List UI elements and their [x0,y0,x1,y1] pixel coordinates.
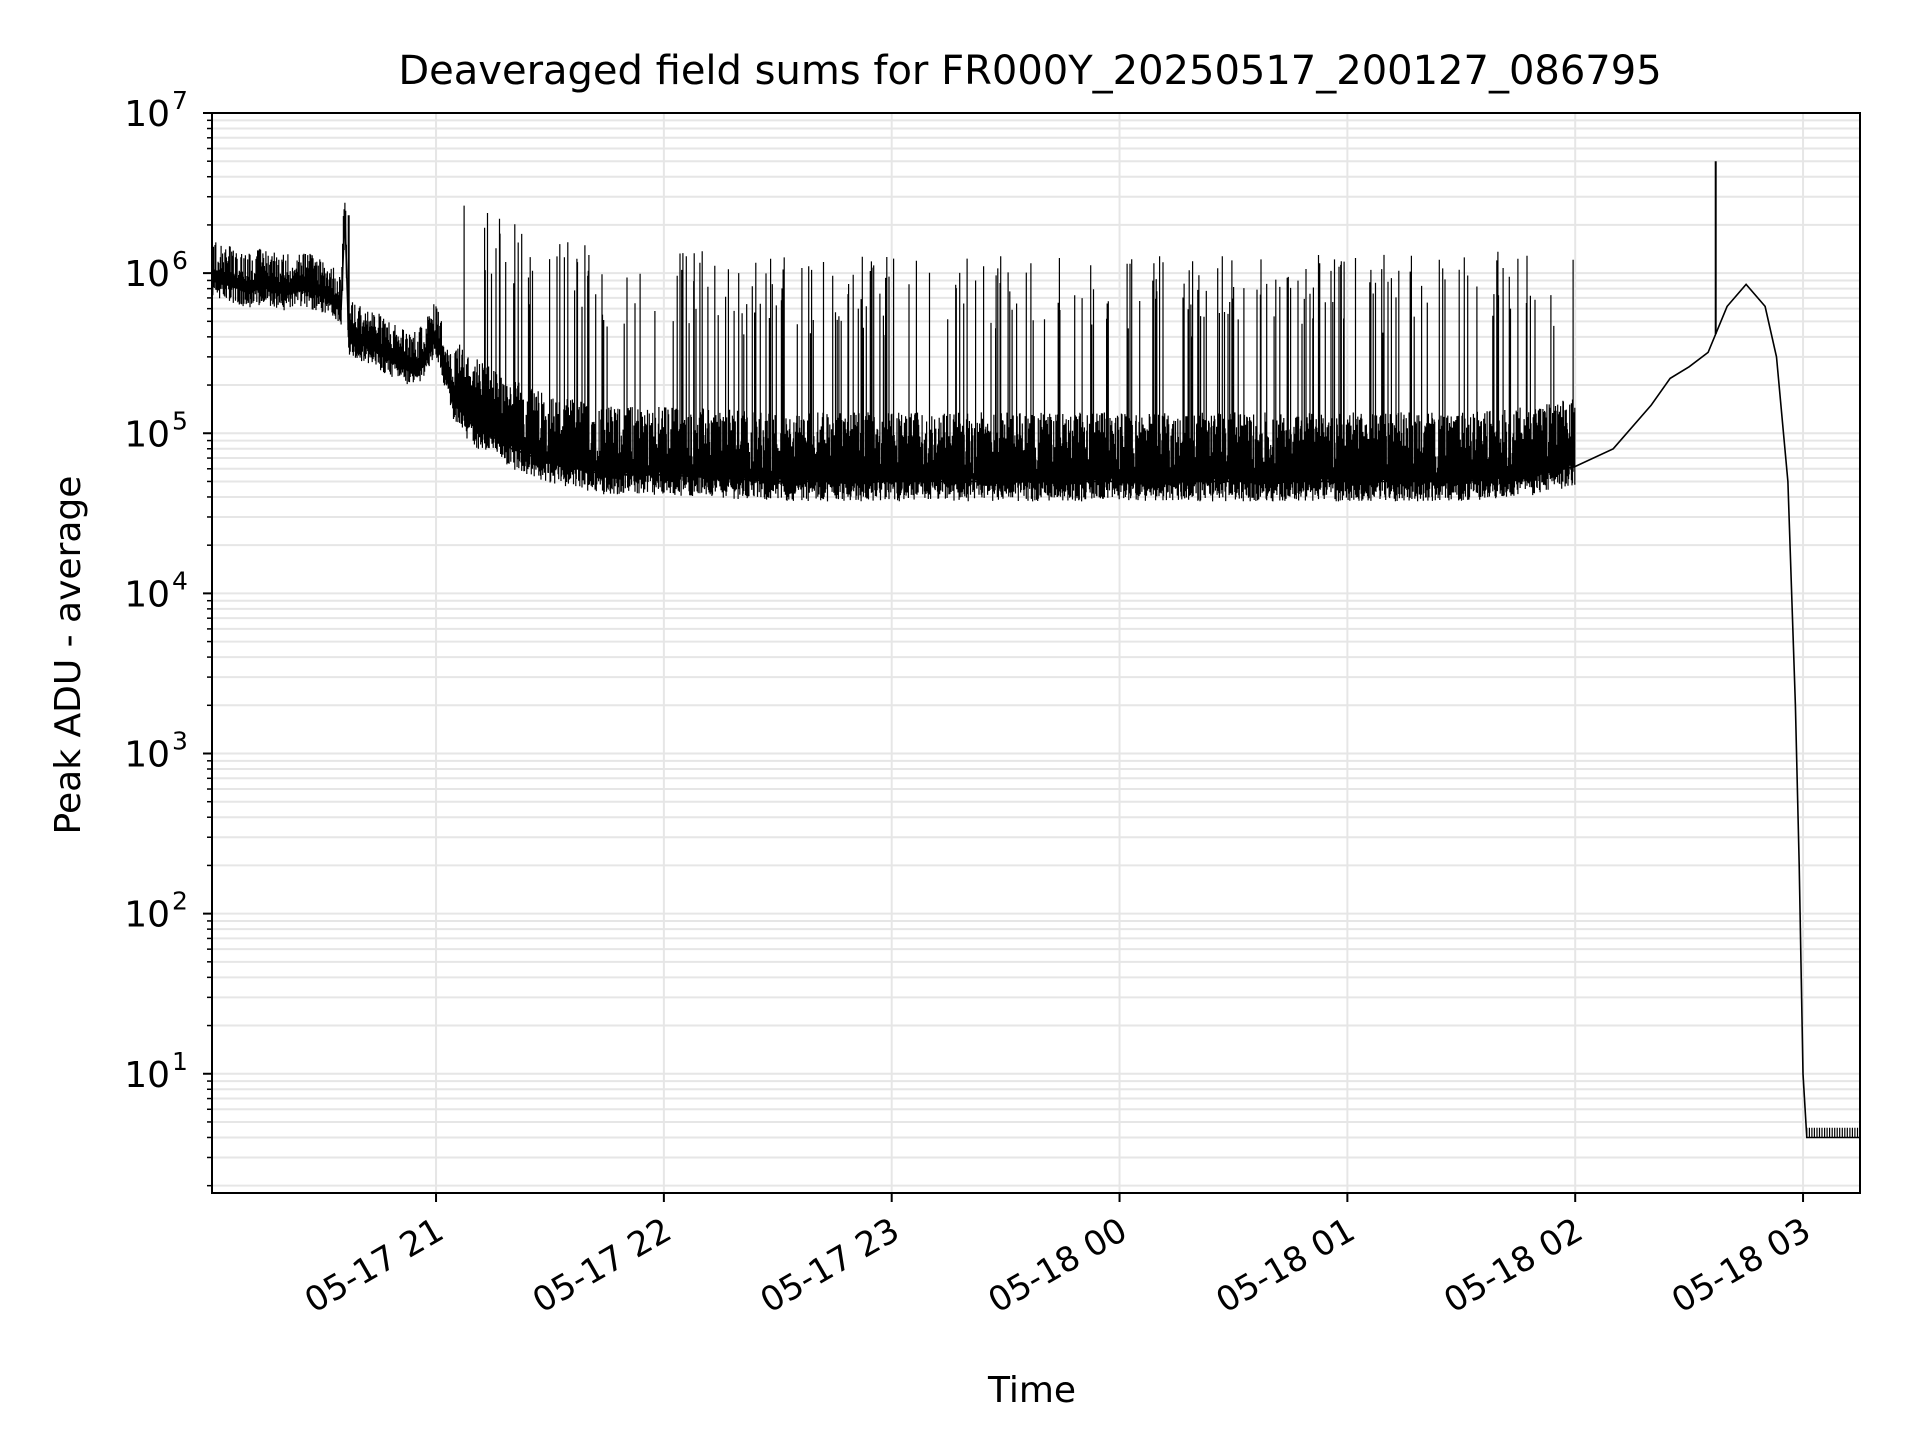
x-axis-label: Time [987,1370,1076,1411]
axes-frame [211,112,1861,1194]
y-tick-exponent: 5 [172,406,188,435]
y-tick-exponent: 2 [172,887,188,916]
y-tick-label: 10 [124,574,170,615]
y-tick-exponent: 3 [172,727,188,756]
y-tick-label: 10 [124,1055,170,1096]
chart-title: Deaveraged field sums for FR000Y_2025051… [398,48,1661,94]
y-tick-label: 10 [124,94,170,135]
data-line-group [211,161,1861,1139]
y-tick-label: 10 [124,735,170,776]
y-axis-label: Peak ADU - average [48,476,89,835]
y-tick-exponent: 6 [172,246,188,275]
y-tick-exponent: 7 [172,86,188,115]
tail-comb [1806,1127,1861,1138]
y-tick-exponent: 1 [172,1047,188,1076]
y-tick-label: 10 [124,254,170,295]
y-tick-exponent: 4 [172,566,188,595]
y-tick-label: 10 [124,895,170,936]
y-tick-label: 10 [124,414,170,455]
